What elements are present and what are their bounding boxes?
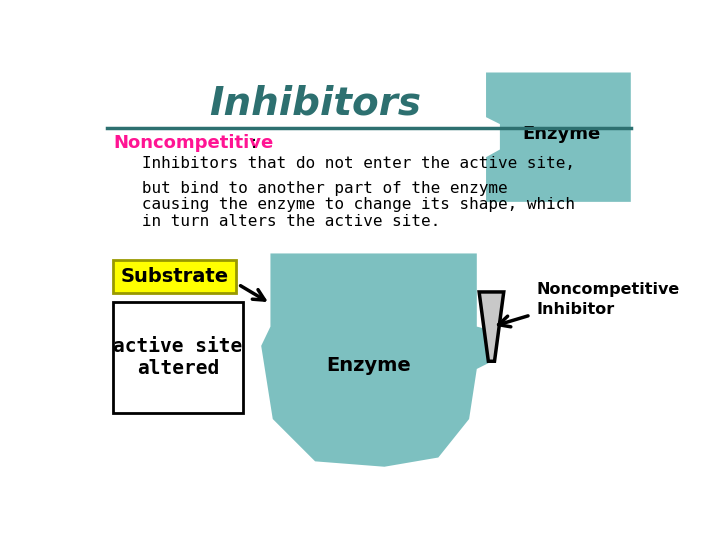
Text: Inhibitors that do not enter the active site,: Inhibitors that do not enter the active … [113, 156, 575, 171]
Text: Enzyme: Enzyme [327, 356, 411, 375]
Text: Inhibitors: Inhibitors [209, 84, 421, 122]
Polygon shape [261, 253, 492, 467]
Polygon shape [486, 72, 631, 202]
Polygon shape [479, 292, 504, 361]
Text: causing the enzyme to change its shape, which: causing the enzyme to change its shape, … [113, 198, 575, 212]
Text: :: : [251, 134, 257, 152]
Text: active site
altered: active site altered [114, 337, 243, 378]
FancyBboxPatch shape [113, 302, 243, 413]
Text: Enzyme: Enzyme [523, 125, 600, 143]
Text: but bind to another part of the enzyme: but bind to another part of the enzyme [113, 180, 508, 195]
Text: in turn alters the active site.: in turn alters the active site. [113, 214, 441, 230]
FancyBboxPatch shape [86, 59, 652, 486]
Text: Substrate: Substrate [120, 267, 228, 286]
Text: Noncompetitive
Inhibitor: Noncompetitive Inhibitor [537, 282, 680, 317]
Text: Noncompetitive: Noncompetitive [113, 134, 274, 152]
FancyBboxPatch shape [113, 260, 235, 294]
